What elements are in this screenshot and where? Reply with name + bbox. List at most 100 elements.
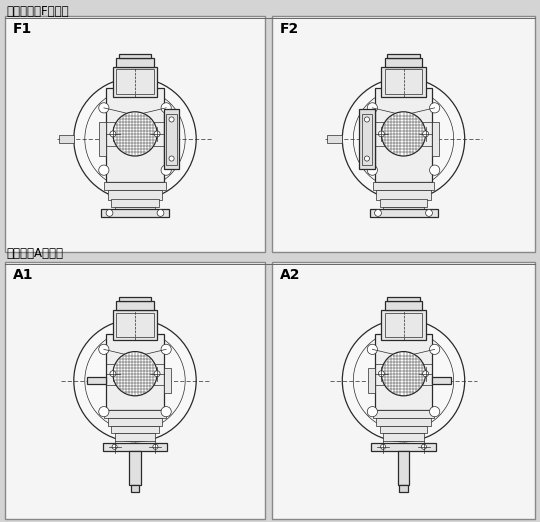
Circle shape	[153, 444, 158, 449]
Circle shape	[364, 117, 369, 122]
Circle shape	[426, 209, 433, 216]
Bar	[113, 310, 157, 340]
Circle shape	[161, 344, 171, 354]
Bar	[106, 88, 164, 182]
Bar	[376, 418, 431, 425]
Bar	[376, 190, 431, 200]
Circle shape	[161, 103, 171, 113]
Bar	[369, 209, 437, 217]
Circle shape	[379, 371, 384, 377]
Bar	[362, 113, 372, 164]
Bar	[116, 58, 154, 67]
Bar	[387, 54, 420, 58]
Bar	[99, 122, 106, 156]
Bar	[129, 451, 141, 485]
Circle shape	[342, 319, 465, 442]
Text: F2: F2	[280, 22, 299, 36]
Bar	[116, 69, 154, 94]
Circle shape	[367, 344, 377, 354]
Circle shape	[110, 131, 116, 137]
Bar	[103, 443, 167, 451]
Bar	[373, 182, 434, 190]
Circle shape	[367, 165, 377, 175]
Bar	[375, 334, 433, 410]
Bar	[359, 109, 375, 169]
Bar	[131, 485, 139, 492]
Bar	[108, 418, 162, 425]
Bar	[116, 313, 154, 337]
Bar	[373, 410, 434, 418]
Circle shape	[375, 209, 381, 216]
Circle shape	[157, 209, 164, 216]
Bar	[327, 135, 342, 143]
Circle shape	[99, 344, 109, 354]
Text: 扭力臂（A）配置: 扭力臂（A）配置	[6, 247, 63, 260]
Circle shape	[429, 344, 440, 354]
Circle shape	[99, 103, 109, 113]
Circle shape	[381, 444, 386, 449]
Circle shape	[429, 103, 440, 113]
Circle shape	[429, 165, 440, 175]
Bar	[114, 207, 156, 214]
Bar	[106, 334, 164, 410]
Bar	[385, 69, 422, 94]
Bar	[116, 301, 154, 310]
Bar	[58, 135, 74, 143]
Circle shape	[169, 156, 174, 161]
Bar	[383, 207, 424, 214]
Circle shape	[379, 131, 384, 137]
Text: A1: A1	[13, 268, 33, 282]
Bar	[272, 16, 535, 252]
Bar	[399, 485, 408, 492]
Bar	[385, 301, 422, 310]
Circle shape	[154, 371, 160, 377]
Bar	[385, 58, 422, 67]
Bar	[164, 368, 171, 393]
Circle shape	[421, 444, 427, 449]
Bar	[164, 109, 179, 169]
Bar	[119, 297, 151, 301]
Bar	[104, 182, 166, 190]
Bar	[108, 190, 162, 200]
Bar	[397, 451, 409, 485]
Bar	[371, 443, 436, 451]
Circle shape	[161, 407, 171, 417]
Bar	[433, 122, 439, 156]
Bar	[5, 16, 265, 252]
Circle shape	[381, 112, 426, 156]
Circle shape	[169, 117, 174, 122]
Bar	[104, 410, 166, 418]
Bar	[385, 313, 422, 337]
Bar	[166, 113, 177, 164]
Bar	[387, 297, 420, 301]
Bar	[113, 67, 157, 97]
Circle shape	[113, 352, 157, 396]
Circle shape	[74, 78, 196, 200]
Bar	[5, 262, 265, 519]
Circle shape	[99, 165, 109, 175]
Bar	[111, 198, 159, 207]
Circle shape	[423, 131, 429, 137]
Circle shape	[342, 78, 465, 200]
Circle shape	[74, 319, 196, 442]
Circle shape	[423, 371, 429, 377]
Bar	[87, 377, 106, 384]
Circle shape	[99, 407, 109, 417]
Text: A2: A2	[280, 268, 300, 282]
Circle shape	[367, 407, 377, 417]
Circle shape	[154, 131, 160, 137]
Bar	[119, 54, 151, 58]
Text: F1: F1	[13, 22, 32, 36]
Bar	[380, 425, 427, 433]
Bar	[114, 433, 156, 441]
Bar	[381, 67, 426, 97]
Bar	[101, 209, 169, 217]
Bar	[433, 377, 451, 384]
Bar	[383, 433, 424, 441]
Bar	[380, 198, 427, 207]
Bar	[381, 310, 426, 340]
Bar	[368, 368, 375, 393]
Circle shape	[110, 371, 116, 377]
Bar	[272, 262, 535, 519]
Circle shape	[161, 165, 171, 175]
